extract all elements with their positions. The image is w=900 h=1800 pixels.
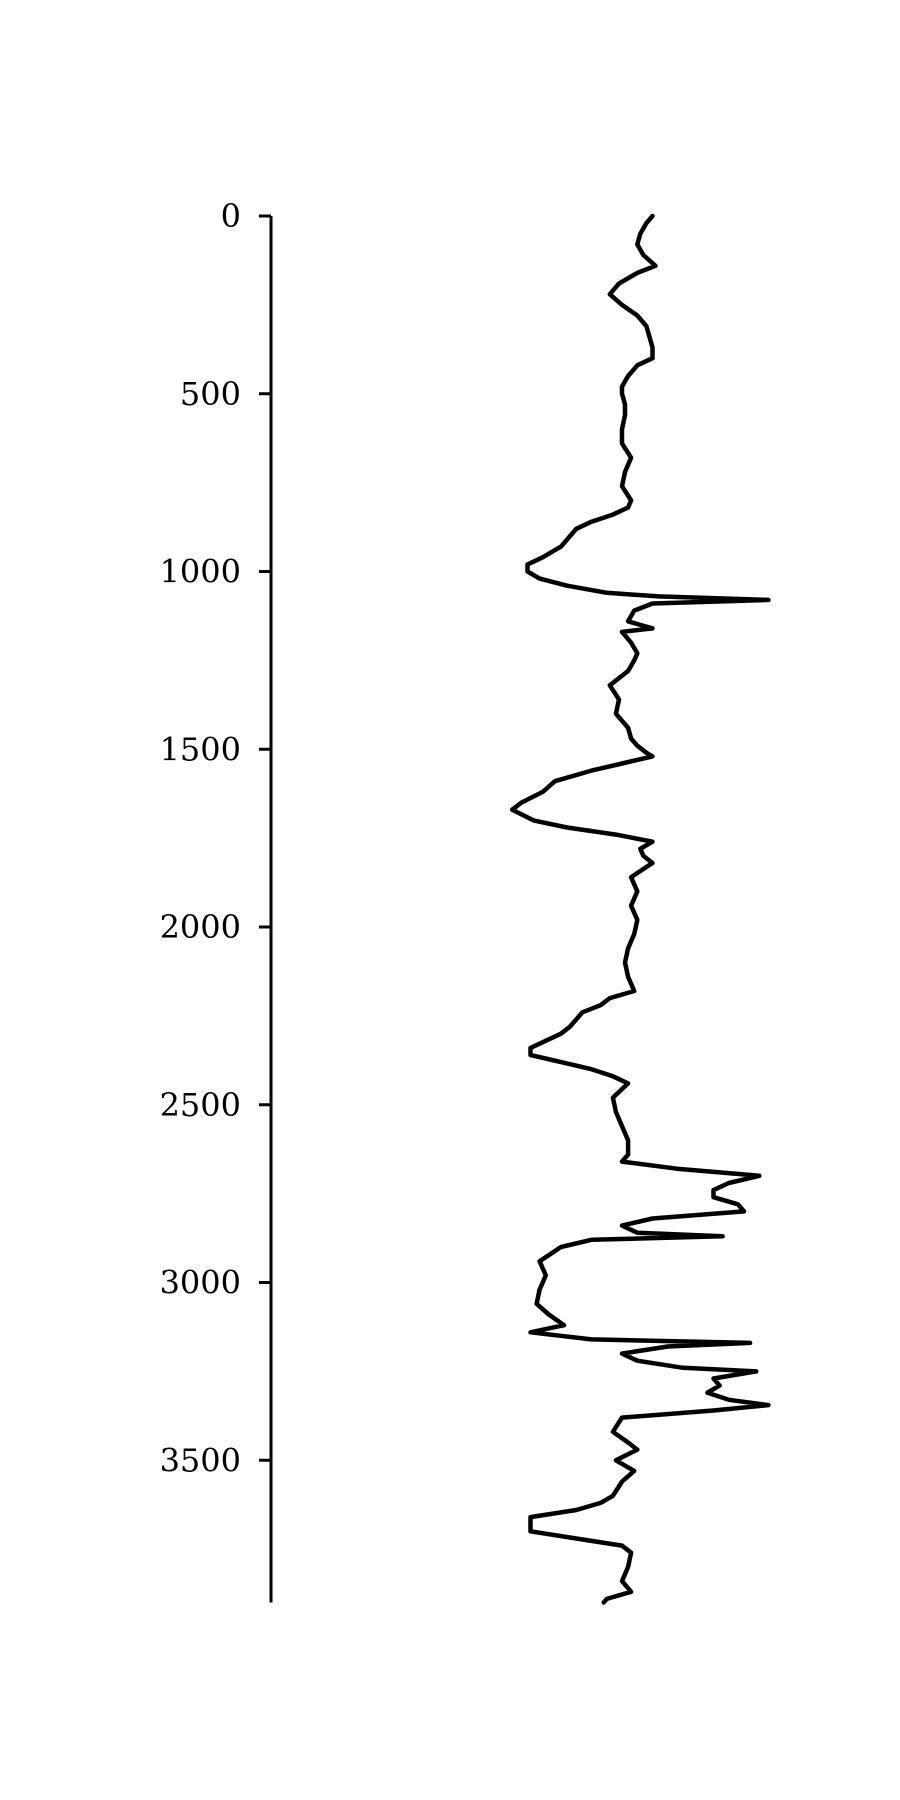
- y-tick-label-1500: 1500: [160, 730, 241, 768]
- y-tick-label-3000: 3000: [160, 1264, 241, 1302]
- y-tick-label-0: 0: [221, 197, 241, 235]
- y-tick-label-1000: 1000: [160, 553, 241, 591]
- plot-area: [509, 213, 771, 1605]
- y-tick-label-2500: 2500: [160, 1086, 241, 1124]
- y-tick-label-3500: 3500: [160, 1441, 241, 1479]
- y-tick-label-500: 500: [180, 375, 241, 413]
- y-axis-ticks: 0 500 1000 1500 2000 2500 3000 3500: [160, 197, 271, 1479]
- series-line-log: [509, 213, 771, 1605]
- y-tick-label-2000: 2000: [160, 908, 241, 946]
